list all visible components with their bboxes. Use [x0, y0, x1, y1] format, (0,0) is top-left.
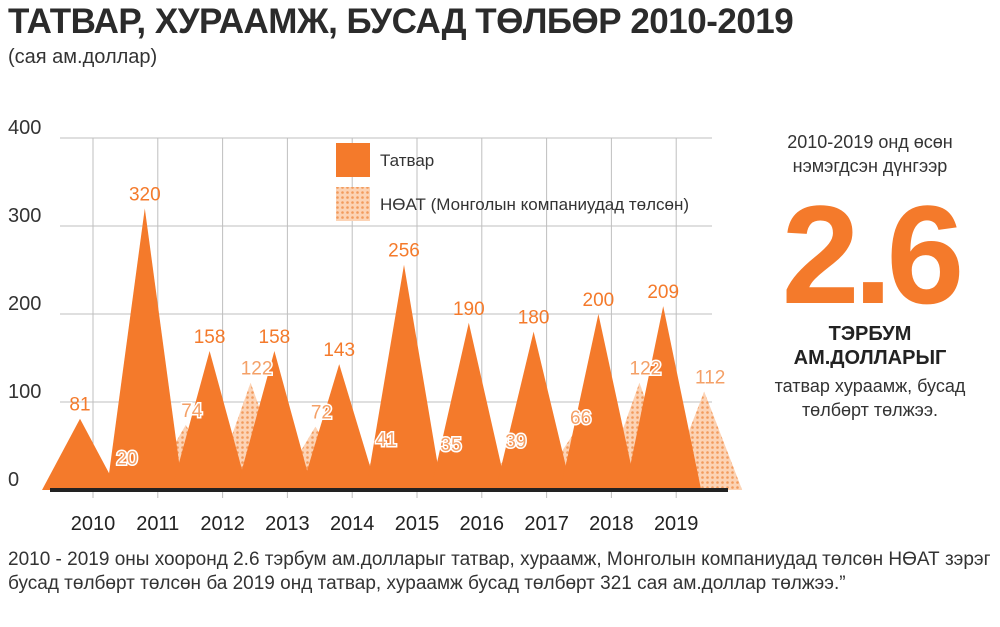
x-tick-label: 2017 — [524, 513, 569, 535]
legend-label-vat: НӨАТ (Монголын компаниудад төлсөн) — [380, 195, 689, 214]
tax-value-label: 200 — [583, 290, 615, 311]
x-tick-label: 2011 — [136, 513, 179, 535]
vat-value-label: 41 — [376, 430, 397, 451]
tax-value-label: 209 — [647, 282, 679, 303]
vat-value-label: 72 — [311, 403, 332, 424]
summary-unit-line2: АМ.ДОЛЛАРЫГ — [793, 347, 947, 369]
chart-subtitle: (сая ам.доллар) — [8, 46, 158, 68]
chart-title: ТАТВАР, ХУРААМЖ, БУСАД ТӨЛБӨР 2010-2019 — [8, 2, 794, 41]
tax-value-label: 320 — [129, 184, 161, 205]
tax-value-label: 158 — [259, 327, 291, 348]
y-tick-label: 0 — [8, 469, 19, 491]
tax-peak-2010 — [42, 418, 118, 490]
vat-value-label: 74 — [181, 401, 203, 422]
y-tick-label: 200 — [8, 293, 41, 315]
area-chart: 0 100 200 300 400 2010 2011 2012 2013 2014 2015 20… — [8, 117, 743, 535]
x-tick-label: 2013 — [265, 513, 310, 535]
tax-value-label: 158 — [194, 327, 226, 348]
tax-peak-2015 — [366, 264, 442, 490]
vat-value-label: 66 — [570, 408, 591, 429]
tax-value-label: 256 — [388, 241, 420, 262]
vat-value-label: 39 — [505, 432, 526, 453]
y-tick-label: 100 — [8, 381, 41, 403]
tax-peak-2013 — [236, 350, 313, 490]
tax-peak-2019 — [625, 306, 702, 490]
tax-value-label: 190 — [453, 299, 485, 320]
tax-peak-2017 — [495, 331, 572, 490]
vat-value-label: 20 — [116, 448, 137, 469]
y-tick-label: 300 — [8, 205, 41, 227]
summary-number: 2.6 — [781, 176, 965, 333]
legend-swatch-vat — [336, 187, 370, 221]
x-tick-label: 2014 — [330, 513, 375, 535]
legend-swatch-tax — [336, 143, 370, 177]
x-tick-label: 2019 — [654, 513, 699, 535]
tax-value-label: 143 — [323, 340, 355, 361]
vat-value-label: 112 — [695, 367, 725, 388]
vat-value-label: 122 — [630, 359, 662, 380]
tax-peak-2014 — [301, 364, 378, 490]
summary-intro: 2010-2019 онд өсөн нэмэгдсэн дүнгээр — [787, 132, 953, 176]
x-tick-label: 2018 — [589, 513, 634, 535]
x-tick-label: 2012 — [200, 513, 245, 535]
summary-unit-line1: ТЭРБУМ — [828, 323, 912, 345]
tax-peak-2018 — [560, 314, 637, 490]
tax-peak-2016 — [430, 322, 507, 490]
vat-value-label: 122 — [241, 359, 273, 380]
x-tick-label: 2010 — [71, 513, 116, 535]
summary-unit: ТЭРБУМ АМ.ДОЛЛАРЫГ — [760, 322, 980, 370]
x-tick-label: 2016 — [460, 513, 505, 535]
summary-description: татвар хураамж, бусад төлбөрт төлжээ. — [774, 376, 966, 420]
x-tick-label: 2015 — [395, 513, 440, 535]
tax-peak-2011 — [106, 208, 183, 490]
tax-value-label: 180 — [518, 308, 550, 329]
tax-value-label: 81 — [69, 395, 90, 416]
legend-label-tax: Татвар — [380, 151, 434, 170]
vat-value-label: 35 — [440, 435, 461, 456]
tax-peak-2012 — [171, 350, 248, 490]
footnote: 2010 - 2019 оны хооронд 2.6 тэрбум ам.до… — [8, 549, 991, 594]
y-tick-label: 400 — [8, 117, 41, 139]
